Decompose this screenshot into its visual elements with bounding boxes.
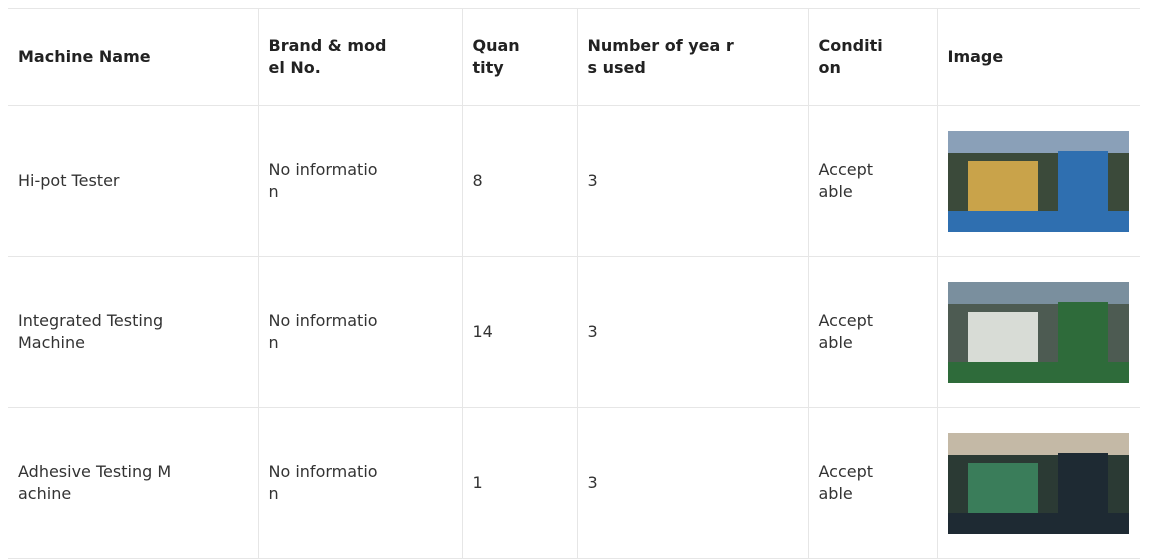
- cell-text: Hi-pot Tester: [18, 170, 248, 192]
- cell-text: Accept: [819, 461, 927, 483]
- cell-text: able: [819, 332, 927, 354]
- cell-text: Accept: [819, 159, 927, 181]
- cell-text: Quan: [473, 35, 567, 57]
- cell-text: on: [819, 57, 927, 79]
- cell-text: Machine: [18, 332, 248, 354]
- image-cell: [937, 257, 1140, 408]
- cell-text: tity: [473, 57, 567, 79]
- cell: 14: [462, 257, 577, 408]
- cell-text: able: [819, 483, 927, 505]
- cell: 3: [577, 106, 808, 257]
- image-cell: [937, 106, 1140, 257]
- cell-text: No informatio: [269, 310, 452, 332]
- cell: 1: [462, 408, 577, 559]
- cell-text: n: [269, 332, 452, 354]
- cell-text: Image: [948, 46, 1131, 68]
- header-cell: Image: [937, 9, 1140, 106]
- cell-text: Number of yea r: [588, 35, 798, 57]
- page: Machine NameBrand & model No.QuantityNum…: [0, 0, 1155, 556]
- cell-text: el No.: [269, 57, 452, 79]
- cell-text: 1: [473, 472, 567, 494]
- machine-photo: [948, 131, 1129, 232]
- cell-text: 14: [473, 321, 567, 343]
- cell-text: Brand & mod: [269, 35, 452, 57]
- cell: Hi-pot Tester: [8, 106, 258, 257]
- cell: 3: [577, 408, 808, 559]
- cell-text: Integrated Testing: [18, 310, 248, 332]
- cell-text: n: [269, 483, 452, 505]
- machine-photo: [948, 433, 1129, 534]
- machine-photo: [948, 282, 1129, 383]
- cell-text: s used: [588, 57, 798, 79]
- cell-text: able: [819, 181, 927, 203]
- cell-text: Accept: [819, 310, 927, 332]
- cell-text: No informatio: [269, 461, 452, 483]
- cell: 3: [577, 257, 808, 408]
- cell-text: No informatio: [269, 159, 452, 181]
- cell-text: Adhesive Testing M: [18, 461, 248, 483]
- cell-text: Machine Name: [18, 46, 248, 68]
- image-cell: [937, 408, 1140, 559]
- header-cell: Machine Name: [8, 9, 258, 106]
- cell: 8: [462, 106, 577, 257]
- cell-text: Conditi: [819, 35, 927, 57]
- cell-text: achine: [18, 483, 248, 505]
- cell-text: 3: [588, 170, 798, 192]
- cell-text: n: [269, 181, 452, 203]
- cell-text: 3: [588, 321, 798, 343]
- cell-text: 8: [473, 170, 567, 192]
- cell-text: 3: [588, 472, 798, 494]
